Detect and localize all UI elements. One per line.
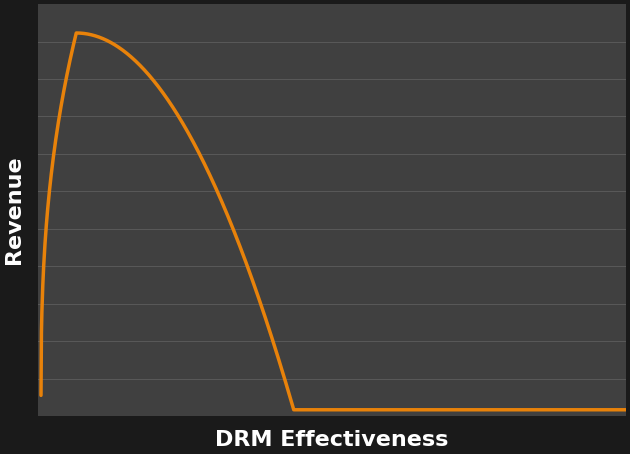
Y-axis label: Revenue: Revenue: [4, 156, 24, 264]
X-axis label: DRM Effectiveness: DRM Effectiveness: [215, 430, 449, 450]
